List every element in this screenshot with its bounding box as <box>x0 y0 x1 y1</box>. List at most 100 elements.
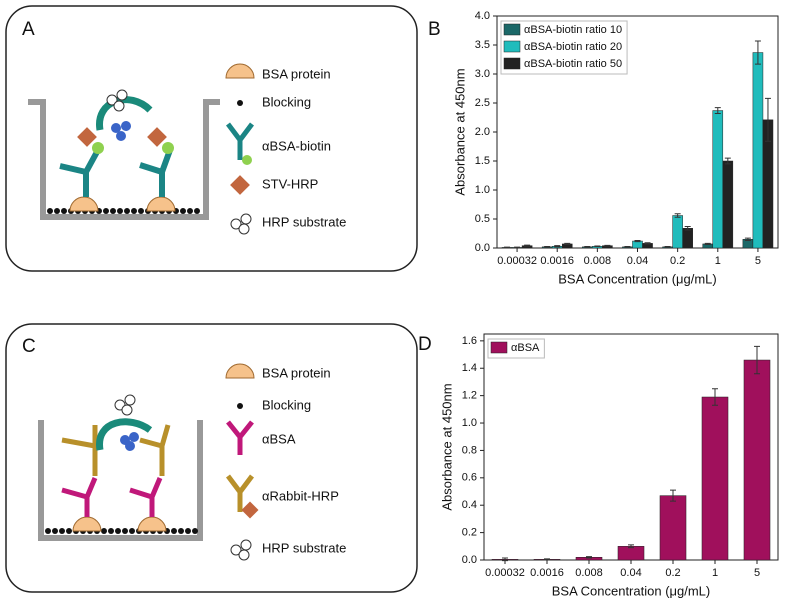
x-tick-label: 0.04 <box>627 255 648 267</box>
bar <box>701 396 729 561</box>
y-tick-label: 4.0 <box>475 10 490 22</box>
y-tick-label: 2.0 <box>475 126 490 138</box>
legend-swatch <box>490 341 508 354</box>
legend-frame <box>487 338 545 359</box>
error-bar <box>504 246 511 249</box>
error-bar <box>704 242 711 246</box>
legend-text: HRP substrate <box>262 214 346 229</box>
error-bar <box>754 40 761 65</box>
error-bar <box>604 244 611 247</box>
error-bar <box>764 97 771 142</box>
legend-text: BSA protein <box>262 365 331 380</box>
y-tick-label: 0.2 <box>462 527 477 539</box>
x-tick-label: 0.008 <box>575 567 603 579</box>
x-tick-label: 5 <box>754 567 760 579</box>
error-bar <box>714 107 721 114</box>
x-tick-label: 0.04 <box>620 567 641 579</box>
panel-label: A <box>22 19 35 40</box>
legend-label: αBSA-biotin ratio 20 <box>524 41 622 53</box>
x-tick-label: 1 <box>712 567 718 579</box>
y-axis-label: Absorbance at 450nm <box>439 383 454 510</box>
y-tick-label: 0.0 <box>475 242 490 254</box>
error-bar <box>744 237 751 241</box>
legend-text: αBSA <box>262 431 296 446</box>
y-tick-label: 0.5 <box>475 213 490 225</box>
bar <box>682 228 693 249</box>
assay-diagram <box>28 63 255 235</box>
error-bar <box>754 345 760 375</box>
x-tick-label: 0.00032 <box>485 567 525 579</box>
error-bar <box>670 489 676 502</box>
error-bar <box>634 239 641 243</box>
y-tick-label: 0.6 <box>462 472 477 484</box>
legend-text: αRabbit-HRP <box>262 488 339 503</box>
error-bar <box>628 544 634 549</box>
error-bar <box>564 242 571 246</box>
legend-label: αBSA-biotin ratio 10 <box>524 24 622 36</box>
legend-text: αBSA-biotin <box>262 138 331 153</box>
y-tick-label: 2.5 <box>475 97 490 109</box>
error-bar <box>594 245 601 248</box>
legend-text: BSA protein <box>262 66 331 81</box>
bar <box>722 160 734 249</box>
plot-frame <box>483 333 779 561</box>
error-bar <box>664 246 671 248</box>
y-tick-label: 0.4 <box>462 499 477 511</box>
y-tick-label: 3.0 <box>475 68 490 80</box>
legend-text: Blocking <box>262 397 311 412</box>
x-tick-label: 0.00032 <box>497 255 537 267</box>
panel-label: C <box>22 336 36 357</box>
y-tick-label: 1.0 <box>475 184 490 196</box>
y-tick-label: 1.5 <box>475 155 490 167</box>
error-bar <box>502 557 508 562</box>
bar <box>752 52 764 249</box>
error-bar <box>674 213 681 218</box>
legend-text: STV-HRP <box>262 176 318 191</box>
y-tick-label: 1.2 <box>462 390 477 402</box>
x-axis-label: BSA Concentration (μg/mL) <box>552 583 711 598</box>
x-tick-label: 5 <box>755 255 761 267</box>
error-bar <box>684 226 691 231</box>
x-tick-label: 0.2 <box>670 255 685 267</box>
x-tick-label: 1 <box>715 255 721 267</box>
bar <box>617 546 645 561</box>
y-axis-label: Absorbance at 450nm <box>452 68 467 195</box>
bar <box>672 215 683 249</box>
legend-label: αBSA <box>511 342 540 354</box>
legend-text: Blocking <box>262 94 311 109</box>
error-bar <box>644 242 651 245</box>
error-bar <box>712 388 718 406</box>
error-bar <box>544 246 551 248</box>
panel-label: D <box>418 334 432 355</box>
error-bar <box>524 244 531 247</box>
x-tick-label: 0.2 <box>665 567 680 579</box>
panel-frame <box>5 323 418 593</box>
y-tick-label: 0.8 <box>462 444 477 456</box>
legend-swatch <box>503 23 521 36</box>
error-bar <box>544 558 550 561</box>
legend-swatch <box>503 57 521 70</box>
y-tick-label: 1.0 <box>462 417 477 429</box>
x-tick-label: 0.0016 <box>530 567 564 579</box>
legend-label: αBSA-biotin ratio 50 <box>524 58 622 70</box>
legend-frame <box>500 20 628 75</box>
legend-text: HRP substrate <box>262 540 346 555</box>
panel-label: B <box>428 19 441 40</box>
error-bar <box>554 245 561 248</box>
error-bar <box>586 556 592 559</box>
bar <box>712 110 724 249</box>
x-axis-label: BSA Concentration (μg/mL) <box>558 271 717 286</box>
y-tick-label: 0.0 <box>462 554 477 566</box>
legend-swatch <box>503 40 521 53</box>
bar <box>659 495 687 561</box>
y-tick-label: 1.6 <box>462 335 477 347</box>
x-tick-label: 0.0016 <box>540 255 574 267</box>
error-bar <box>724 157 731 165</box>
assay-diagram <box>38 363 259 561</box>
error-bar <box>624 246 631 248</box>
y-tick-label: 3.5 <box>475 39 490 51</box>
bar <box>743 359 771 561</box>
x-tick-label: 0.008 <box>584 255 612 267</box>
error-bar <box>584 246 591 248</box>
